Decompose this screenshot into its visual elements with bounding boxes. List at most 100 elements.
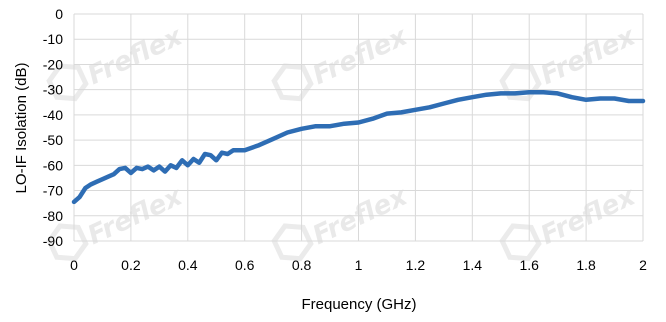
x-tick-label: 0.2 bbox=[121, 257, 141, 273]
data-point bbox=[146, 164, 150, 169]
data-point bbox=[191, 157, 196, 161]
data-point bbox=[157, 164, 161, 169]
watermark-hex-icon bbox=[271, 223, 314, 262]
y-tick-label: -70 bbox=[43, 183, 63, 199]
data-point bbox=[300, 127, 304, 131]
data-point bbox=[285, 130, 289, 135]
data-point bbox=[117, 167, 122, 171]
data-point bbox=[83, 186, 87, 190]
data-point bbox=[134, 166, 139, 170]
data-point bbox=[243, 148, 247, 152]
data-point bbox=[371, 117, 375, 121]
data-point bbox=[385, 112, 389, 116]
x-tick-labels: 0 0.2 0.4 0.6 0.8 1 1.2 1.4 1.6 1.8 2 bbox=[70, 257, 647, 273]
x-tick-label: 1.2 bbox=[406, 257, 426, 273]
watermark-logo: Freflex bbox=[46, 21, 188, 102]
data-point bbox=[78, 195, 82, 199]
x-tick-label: 1.6 bbox=[519, 257, 539, 273]
data-point bbox=[271, 137, 275, 141]
watermark-logo: Freflex bbox=[499, 181, 641, 262]
data-point bbox=[186, 163, 190, 167]
x-tick-label: 0.4 bbox=[178, 257, 198, 273]
data-point bbox=[140, 167, 144, 171]
data-point bbox=[95, 180, 99, 184]
x-axis-label: Frequency (GHz) bbox=[301, 296, 416, 313]
data-point bbox=[152, 168, 156, 172]
y-tick-label: -80 bbox=[43, 208, 63, 224]
data-point bbox=[570, 95, 574, 99]
y-tick-label: -90 bbox=[43, 233, 63, 249]
watermark-hex-icon bbox=[499, 63, 542, 102]
data-point bbox=[484, 93, 489, 97]
x-tick-label: 1 bbox=[355, 257, 363, 273]
y-tick-labels: 0 -10 -20 -30 -40 -50 -60 -70 -80 -90 bbox=[43, 6, 63, 249]
y-tick-label: -20 bbox=[43, 56, 63, 72]
watermark-logo: Freflex bbox=[46, 181, 188, 262]
data-point bbox=[314, 124, 318, 128]
x-tick-label: 1.8 bbox=[576, 257, 596, 273]
data-point bbox=[442, 101, 446, 106]
data-point bbox=[584, 98, 588, 102]
data-point bbox=[556, 91, 560, 96]
y-tick-label: -50 bbox=[43, 132, 63, 148]
watermark-text: Freflex bbox=[536, 21, 641, 91]
data-point bbox=[72, 200, 76, 204]
data-point bbox=[413, 108, 417, 112]
data-point bbox=[342, 122, 346, 126]
data-point bbox=[641, 99, 645, 103]
y-tick-label: -30 bbox=[43, 82, 63, 98]
y-tick-label: -40 bbox=[43, 107, 63, 123]
data-point bbox=[627, 99, 631, 103]
data-point bbox=[231, 148, 235, 152]
data-point bbox=[456, 98, 460, 102]
data-point bbox=[399, 110, 403, 114]
watermark-hex-icon bbox=[499, 223, 542, 262]
series-layer bbox=[71, 89, 646, 205]
data-point bbox=[89, 182, 93, 186]
data-point bbox=[257, 143, 261, 147]
data-point bbox=[203, 152, 207, 156]
watermark-text: Freflex bbox=[308, 21, 413, 91]
data-point bbox=[470, 95, 474, 99]
y-tick-label: 0 bbox=[55, 6, 63, 22]
data-point bbox=[428, 105, 432, 109]
data-point bbox=[129, 171, 133, 175]
x-tick-label: 1.4 bbox=[463, 257, 483, 273]
data-point bbox=[226, 152, 230, 156]
watermark-hex-icon bbox=[46, 63, 89, 102]
data-point bbox=[612, 96, 617, 101]
watermark-hex-icon bbox=[46, 223, 89, 262]
y-axis-label: LO-IF Isolation (dB) bbox=[13, 63, 30, 194]
data-point bbox=[112, 172, 116, 176]
data-point bbox=[513, 91, 517, 96]
data-point bbox=[208, 153, 213, 157]
y-tick-label: -60 bbox=[43, 157, 63, 173]
data-point bbox=[197, 161, 201, 165]
watermark-hex-icon bbox=[271, 63, 314, 102]
data-point bbox=[499, 91, 503, 96]
x-tick-label: 2 bbox=[639, 257, 647, 273]
data-point bbox=[527, 90, 531, 94]
data-point bbox=[237, 148, 241, 152]
data-point bbox=[356, 120, 361, 125]
x-tick-label: 0 bbox=[70, 257, 78, 273]
data-point bbox=[220, 151, 224, 155]
data-point bbox=[123, 166, 127, 170]
watermark-logo: Freflex bbox=[271, 181, 413, 262]
data-point bbox=[328, 124, 332, 128]
x-tick-label: 0.6 bbox=[235, 257, 255, 273]
data-point bbox=[169, 163, 173, 167]
watermark-text: Freflex bbox=[83, 21, 188, 91]
data-point bbox=[214, 158, 218, 162]
data-point bbox=[541, 90, 546, 94]
y-tick-label: -10 bbox=[43, 31, 63, 47]
data-point bbox=[100, 177, 105, 181]
data-point bbox=[106, 175, 110, 179]
watermark-logo: Freflex bbox=[271, 21, 413, 102]
x-tick-label: 0.8 bbox=[292, 257, 312, 273]
data-point bbox=[180, 158, 184, 162]
data-point bbox=[174, 166, 179, 170]
data-point bbox=[598, 96, 602, 101]
data-point bbox=[163, 170, 167, 174]
